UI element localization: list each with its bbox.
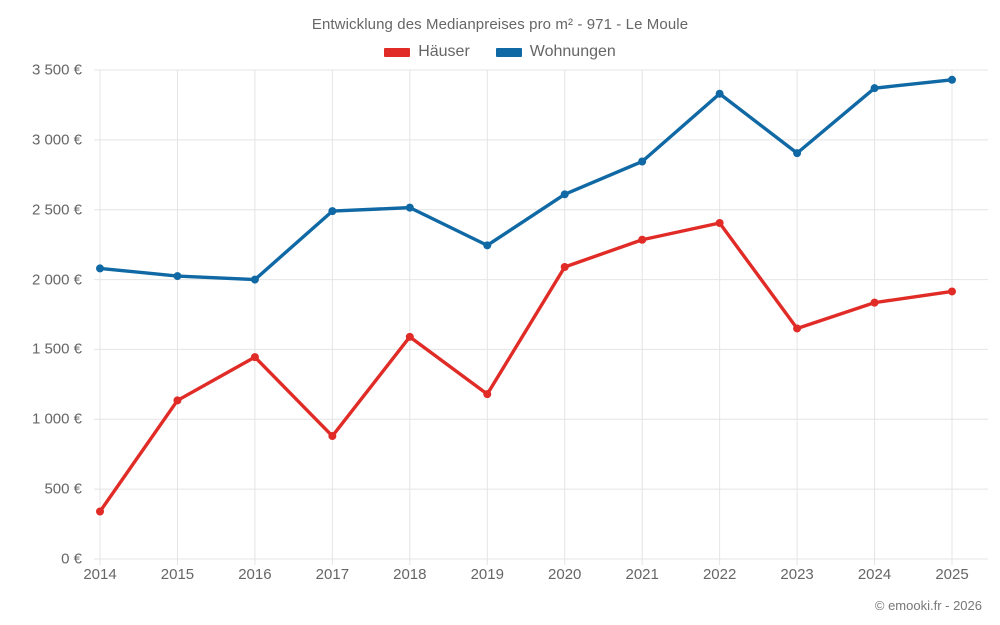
legend-item-hauser[interactable]: Häuser: [384, 43, 470, 61]
data-point[interactable]: [328, 207, 337, 216]
copyright-credit: © emooki.fr - 2026: [874, 598, 982, 613]
y-axis-tick-label: 2 500 €: [31, 201, 82, 219]
x-axis-tick-label: 2021: [625, 566, 659, 583]
data-point[interactable]: [560, 262, 569, 271]
data-point[interactable]: [405, 332, 414, 341]
data-point[interactable]: [793, 324, 802, 333]
data-point[interactable]: [715, 89, 724, 98]
data-point[interactable]: [483, 390, 492, 399]
data-point[interactable]: [793, 149, 802, 158]
x-axis-tick-label: 2022: [702, 566, 737, 583]
legend-color-swatch-wohnungen: [495, 47, 522, 57]
series-line-hauser: [98, 221, 954, 514]
legend-color-swatch-hauser: [384, 47, 411, 57]
data-point[interactable]: [560, 190, 569, 199]
y-axis-tick-label: 2 000 €: [31, 271, 82, 289]
data-point[interactable]: [96, 507, 104, 516]
data-point[interactable]: [250, 353, 259, 362]
data-point[interactable]: [638, 235, 647, 244]
x-axis-tick-label: 2025: [935, 566, 969, 583]
y-axis-tick-label: 500 €: [44, 480, 82, 498]
x-axis-tick-label: 2024: [857, 566, 892, 583]
data-point[interactable]: [173, 272, 182, 281]
data-point[interactable]: [483, 241, 492, 250]
legend-label-wohnungen: Wohnungen: [529, 43, 616, 60]
data-point[interactable]: [948, 287, 956, 296]
x-axis-tick-label: 2017: [315, 566, 350, 583]
x-axis-tick-label: 2018: [393, 566, 427, 583]
data-point[interactable]: [715, 218, 724, 227]
data-point[interactable]: [328, 432, 337, 441]
x-axis-tick-label: 2023: [780, 566, 814, 583]
x-axis-tick-label: 2014: [83, 566, 117, 583]
data-point[interactable]: [250, 275, 259, 284]
x-axis-tick-label: 2019: [470, 566, 504, 583]
y-axis: 0 € 500 € 1 000 € 1 500 € 2 000 € 2 500 € 3 00…: [0, 0, 82, 625]
data-point[interactable]: [948, 75, 956, 84]
data-point[interactable]: [870, 84, 879, 93]
legend-item-wohnungen[interactable]: Wohnungen: [495, 43, 616, 61]
y-axis-tick-label: 0 €: [61, 550, 82, 568]
series-line-wohnungen: [98, 78, 954, 282]
y-axis-tick-label: 3 000 €: [31, 131, 82, 149]
y-axis-tick-label: 1 500 €: [31, 340, 82, 358]
data-point[interactable]: [173, 396, 182, 405]
legend-label-hauser: Häuser: [418, 43, 470, 60]
y-axis-tick-label: 3 500 €: [31, 61, 82, 79]
x-axis-tick-label: 2016: [238, 566, 272, 583]
data-point[interactable]: [405, 203, 414, 212]
x-axis-tick-label: 2020: [548, 566, 582, 583]
data-point[interactable]: [96, 264, 104, 273]
chart-legend: Häuser Wohnungen: [0, 43, 1000, 61]
y-axis-tick-label: 1 000 €: [31, 410, 82, 428]
data-point[interactable]: [870, 298, 879, 307]
data-point[interactable]: [638, 157, 647, 166]
chart-title: Entwicklung des Medianpreises pro m² - 9…: [311, 16, 689, 33]
x-axis-tick-label: 2015: [160, 566, 195, 583]
